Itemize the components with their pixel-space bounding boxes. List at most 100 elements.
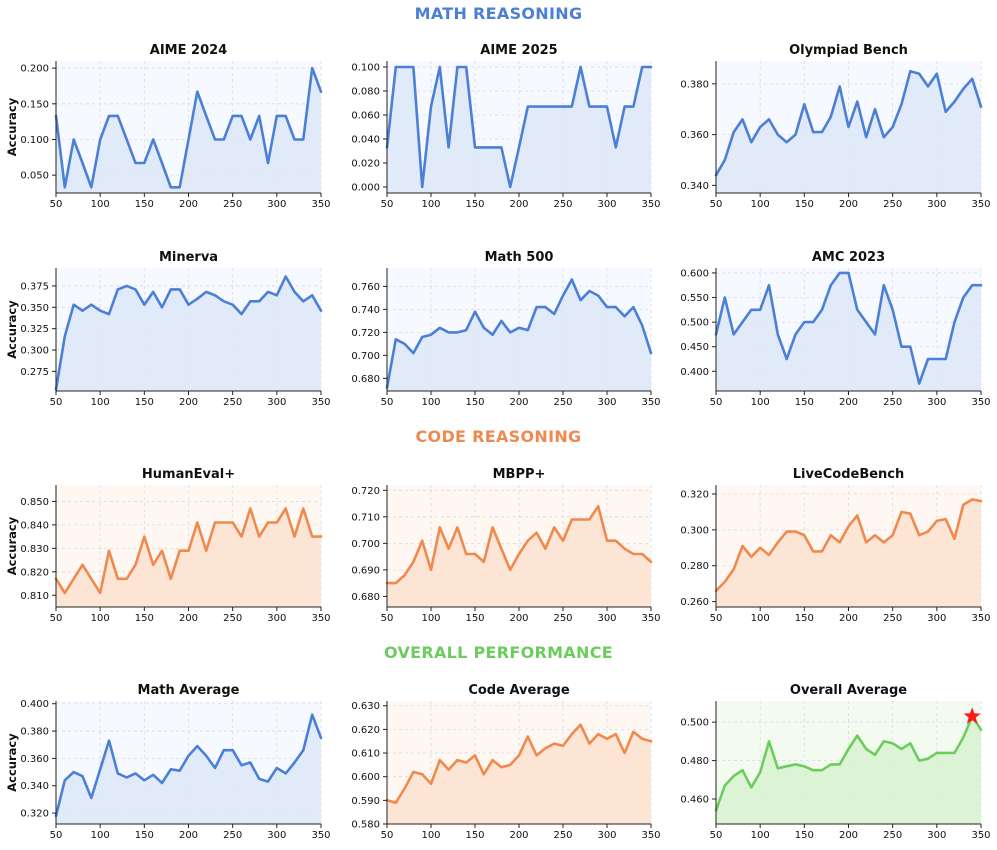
y-tick-label: 0.590 [351,796,380,807]
chart-title: HumanEval+ [142,467,235,482]
x-tick-label: 100 [421,397,440,408]
y-tick-label: 0.610 [351,749,380,760]
y-tick-label: 0.480 [680,756,709,767]
x-tick-label: 150 [135,397,154,408]
series-area [56,714,321,824]
x-tick-label: 300 [597,397,616,408]
x-tick-label: 200 [839,199,858,210]
x-tick-label: 350 [311,830,330,841]
x-tick-label: 350 [641,397,660,408]
y-tick-label: 0.275 [20,367,49,378]
y-tick-label: 0.600 [351,772,380,783]
y-tick-label: 0.690 [351,565,380,576]
chart-title: Olympiad Bench [789,43,908,58]
y-tick-label: 0.700 [351,351,380,362]
x-tick-label: 350 [311,613,330,624]
x-tick-label: 50 [381,397,394,408]
y-tick-label: 0.450 [680,342,709,353]
chart-humaneval: 50 100 150 200 250 300 350 0.810 0.820 0.830 0.840… [5,467,331,624]
x-tick-label: 150 [465,830,484,841]
x-tick-label: 50 [381,613,394,624]
x-tick-label: 100 [421,830,440,841]
chart-title: Code Average [468,683,569,698]
x-tick-label: 300 [267,199,286,210]
y-tick-label: 0.260 [680,597,709,608]
x-tick-label: 50 [50,613,63,624]
y-tick-label: 0.100 [351,63,380,74]
chart-aime-2024: 50 100 150 200 250 300 350 0.050 0.100 0.150 0.200… [5,43,331,210]
series-area [56,276,321,391]
y-tick-label: 0.740 [351,305,380,316]
y-tick-label: 0.620 [351,725,380,736]
x-tick-label: 250 [223,199,242,210]
y-tick-label: 0.050 [20,171,49,182]
y-tick-label: 0.500 [680,718,709,729]
chart-code-average: 50 100 150 200 250 300 350 0.580 0.590 0.600 0.610… [351,683,660,841]
series-area [387,279,651,391]
x-tick-label: 350 [971,830,990,841]
x-tick-label: 50 [381,830,394,841]
x-tick-label: 100 [751,830,770,841]
x-tick-label: 100 [421,199,440,210]
chart-livecodebench: 50 100 150 200 250 300 350 0.260 0.280 0.300 0.320… [680,467,990,624]
y-tick-label: 0.040 [351,135,380,146]
y-tick-label: 0.320 [680,489,709,500]
x-tick-label: 50 [710,199,723,210]
chart-math-average: 50 100 150 200 250 300 350 0.320 0.340 0.360 0.380… [5,683,331,841]
x-tick-label: 100 [91,199,110,210]
chart-minerva: 50 100 150 200 250 300 350 0.275 0.300 0.325 0.350… [5,250,331,408]
y-tick-label: 0.760 [351,282,380,293]
x-tick-label: 200 [839,397,858,408]
y-tick-label: 0.020 [351,159,380,170]
best-point-star-icon [963,707,981,724]
x-tick-label: 50 [381,199,394,210]
x-tick-label: 150 [795,397,814,408]
x-tick-label: 50 [710,830,723,841]
x-tick-label: 50 [50,397,63,408]
x-tick-label: 100 [751,613,770,624]
x-tick-label: 250 [883,830,902,841]
x-tick-label: 350 [311,199,330,210]
x-tick-label: 200 [839,613,858,624]
y-axis-label: Accuracy [5,300,19,359]
y-axis-label: Accuracy [5,733,19,792]
y-tick-label: 0.700 [351,539,380,550]
x-tick-label: 200 [509,613,528,624]
x-tick-label: 50 [710,613,723,624]
y-tick-label: 0.360 [20,754,49,765]
series-area [56,508,321,607]
chart-math-500: 50 100 150 200 250 300 350 0.680 0.700 0.720 0.740… [351,250,660,408]
x-tick-label: 300 [927,613,946,624]
x-tick-label: 200 [839,830,858,841]
y-tick-label: 0.200 [20,64,49,75]
y-tick-label: 0.580 [351,820,380,831]
y-tick-label: 0.500 [680,318,709,329]
x-tick-label: 150 [135,199,154,210]
chart-mbpp: 50 100 150 200 250 300 350 0.680 0.690 0.700 0.710… [351,467,660,624]
chart-title: AIME 2024 [150,43,227,58]
chart-title: Minerva [159,250,218,265]
chart-amc-2023: 50 100 150 200 250 300 350 0.400 0.450 0.500 0.550… [680,250,990,408]
x-tick-label: 300 [927,830,946,841]
x-tick-label: 350 [971,397,990,408]
chart-title: LiveCodeBench [793,467,905,482]
y-tick-label: 0.830 [20,544,49,555]
x-tick-label: 300 [267,613,286,624]
y-tick-label: 0.720 [351,486,380,497]
x-tick-label: 300 [267,397,286,408]
chart-title: AIME 2025 [480,43,557,58]
x-tick-label: 150 [465,397,484,408]
x-tick-label: 300 [267,830,286,841]
x-tick-label: 100 [751,397,770,408]
y-tick-label: 0.840 [20,520,49,531]
chart-title: Math 500 [485,250,554,265]
y-tick-label: 0.550 [680,293,709,304]
y-tick-label: 0.680 [351,374,380,385]
x-tick-label: 300 [597,613,616,624]
x-tick-label: 150 [795,830,814,841]
y-tick-label: 0.080 [351,87,380,98]
x-tick-label: 350 [641,613,660,624]
x-tick-label: 250 [223,830,242,841]
x-tick-label: 250 [553,397,572,408]
